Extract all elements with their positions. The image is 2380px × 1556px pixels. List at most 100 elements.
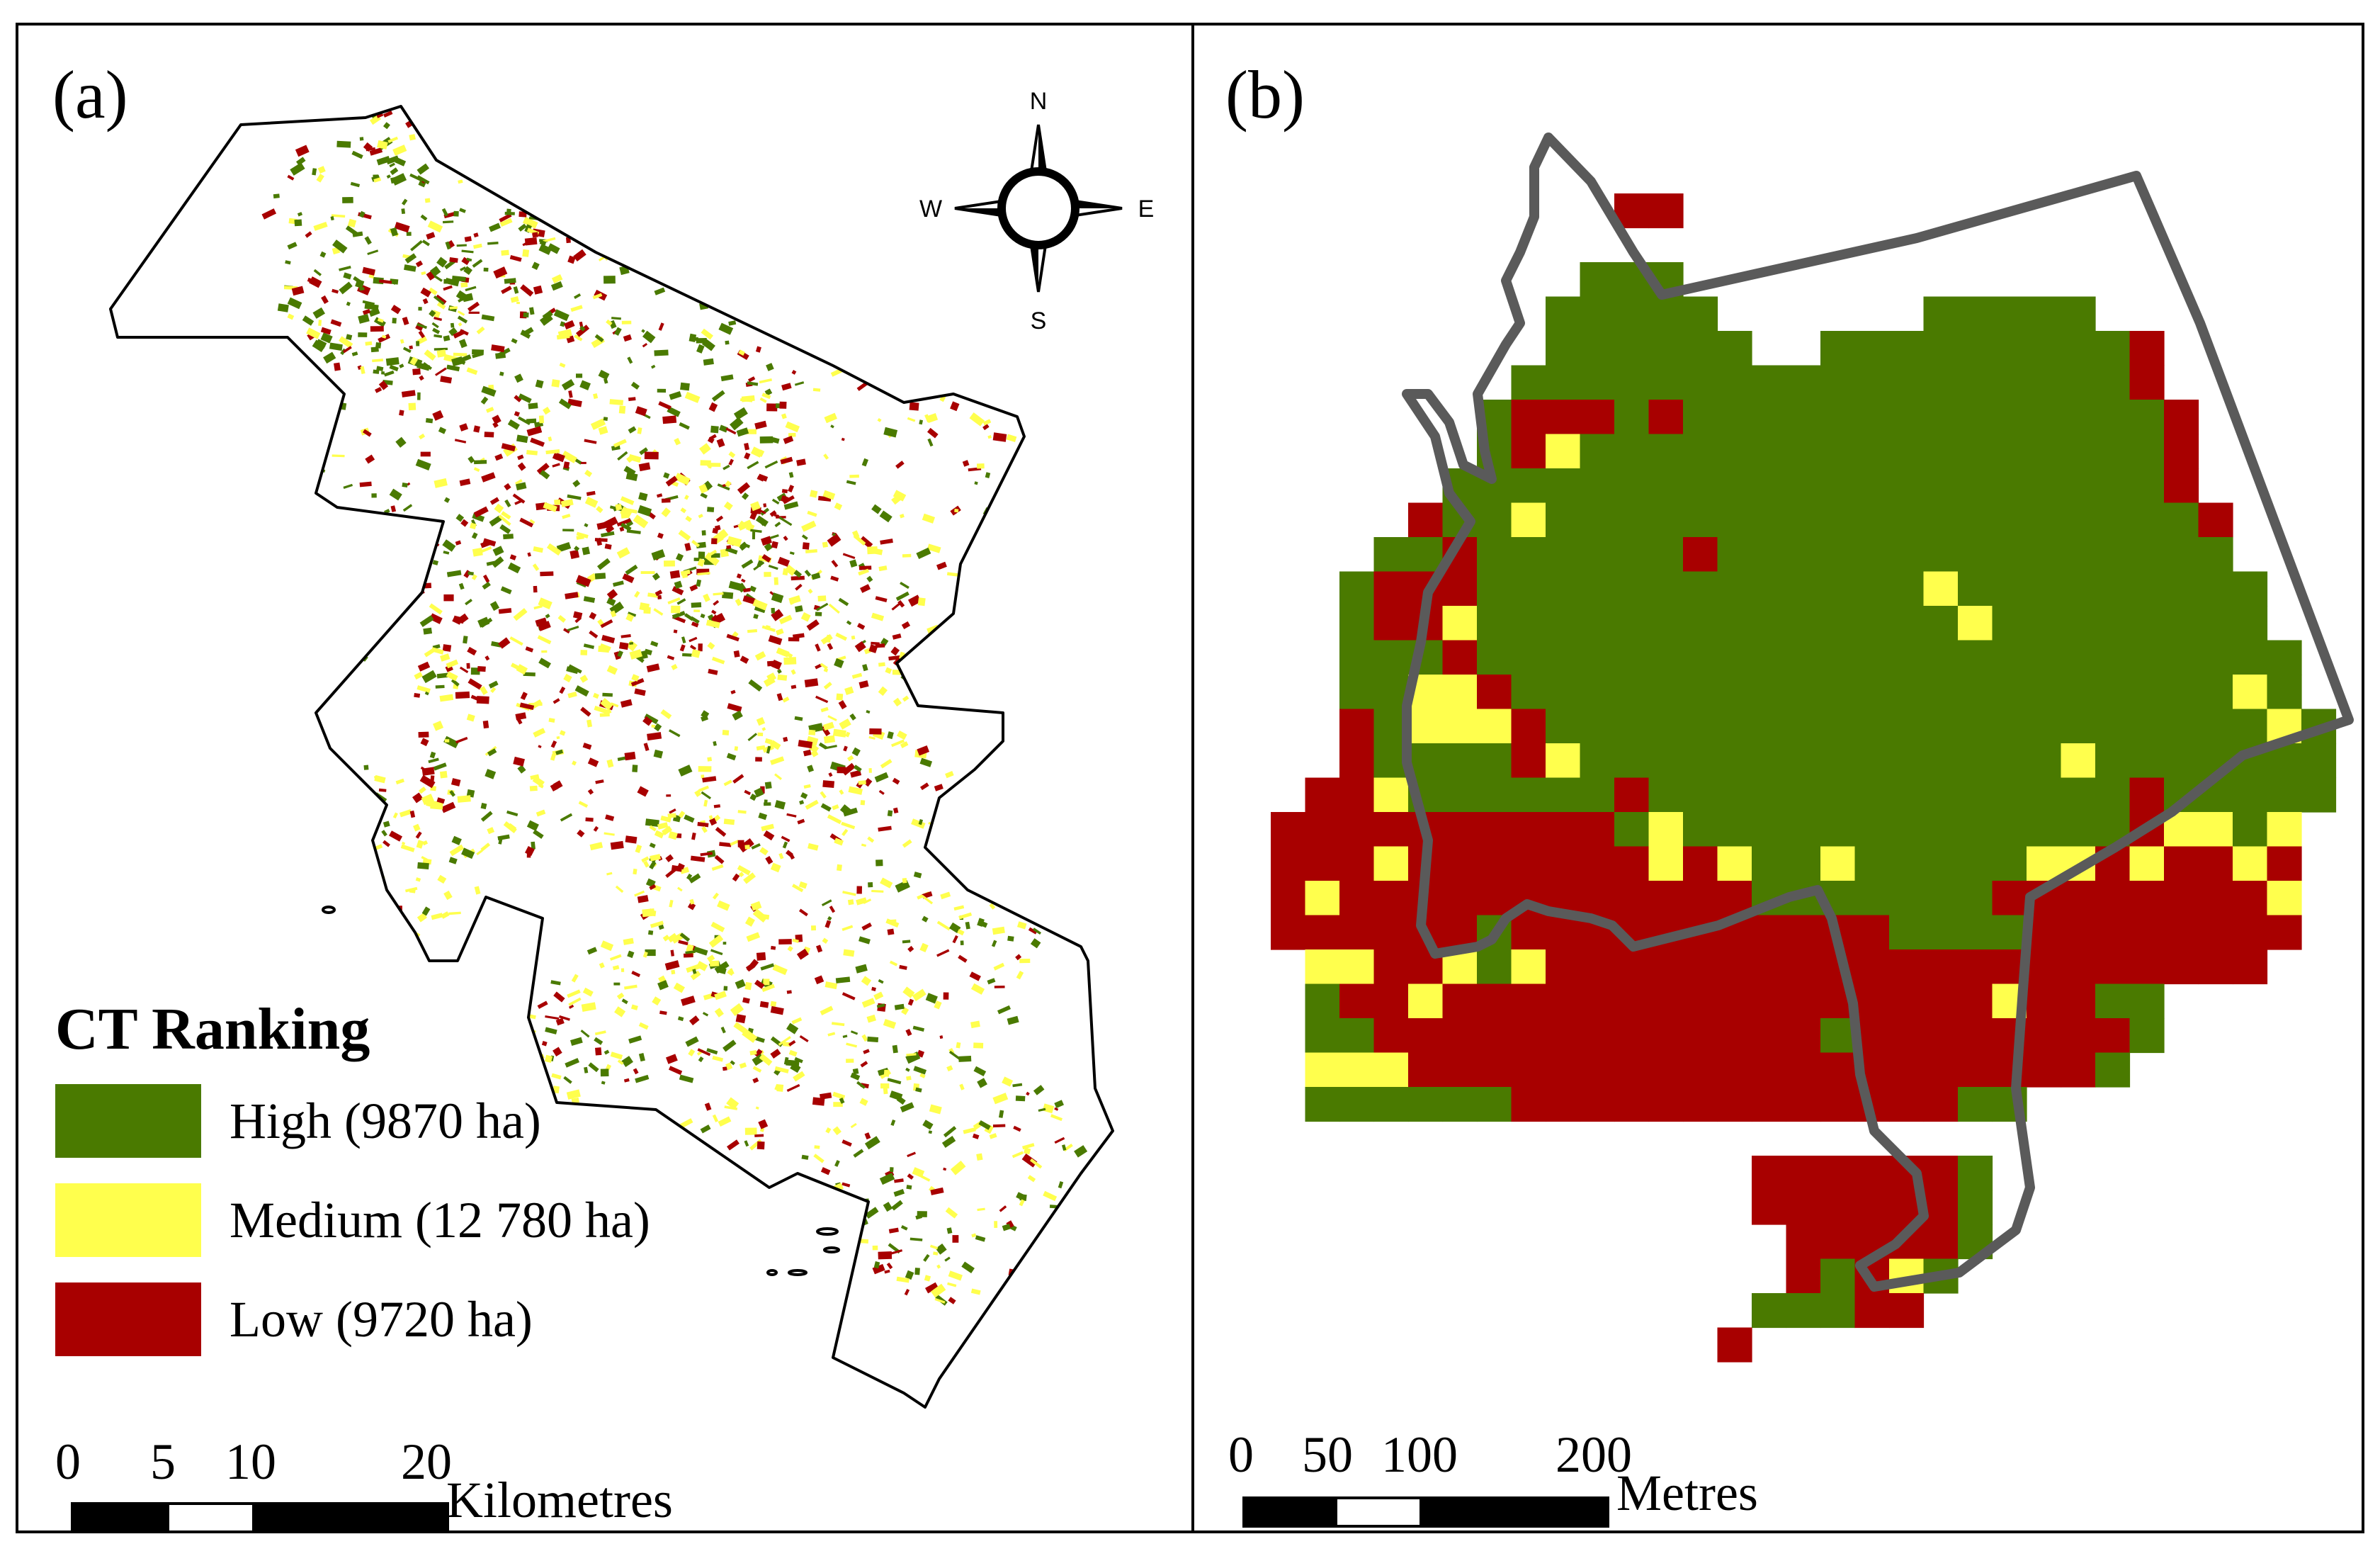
land-parcel	[759, 436, 774, 444]
raster-cell	[1648, 434, 1684, 469]
land-parcel	[920, 1175, 931, 1182]
legend-item-low: Low (9720 ha)	[55, 1280, 650, 1358]
land-parcel	[1013, 501, 1022, 510]
land-parcel	[813, 1154, 824, 1163]
land-parcel	[747, 628, 758, 633]
land-parcel	[458, 339, 468, 349]
raster-cell	[1305, 812, 1340, 847]
land-parcel	[302, 315, 314, 326]
raster-cell	[1614, 468, 1650, 504]
land-parcel	[820, 1092, 832, 1100]
raster-cell	[1477, 606, 1512, 641]
land-parcel	[965, 921, 970, 930]
land-parcel	[424, 198, 431, 203]
land-parcel	[653, 723, 662, 732]
land-parcel	[989, 903, 996, 910]
land-parcel	[794, 716, 803, 721]
raster-cell	[1786, 434, 1821, 469]
land-parcel	[784, 564, 797, 576]
raster-cell	[1648, 537, 1684, 573]
raster-cell	[1683, 983, 1718, 1019]
land-parcel	[768, 635, 783, 645]
land-parcel	[837, 767, 846, 774]
land-parcel	[722, 592, 734, 599]
land-parcel	[902, 877, 907, 884]
land-parcel	[803, 784, 811, 789]
land-parcel	[458, 354, 472, 363]
land-parcel	[691, 649, 701, 658]
land-parcel	[839, 718, 851, 730]
land-parcel	[559, 362, 566, 368]
land-parcel	[790, 669, 796, 675]
scale-tick-a-20: 20	[401, 1433, 452, 1490]
raster-cell	[1305, 983, 1340, 1019]
raster-cell	[1854, 846, 1890, 881]
land-parcel	[771, 945, 776, 950]
raster-cell	[2061, 537, 2096, 573]
land-parcel	[312, 307, 325, 319]
land-parcel	[628, 1035, 642, 1044]
raster-cell	[1546, 915, 1581, 950]
land-parcel	[992, 432, 1007, 442]
land-parcel	[859, 1098, 868, 1106]
land-parcel	[660, 816, 672, 823]
land-parcel	[895, 880, 910, 893]
land-parcel	[1028, 927, 1038, 935]
land-parcel	[832, 728, 846, 738]
land-parcel	[697, 558, 706, 567]
land-parcel	[441, 208, 448, 217]
land-parcel	[446, 570, 462, 577]
raster-cell	[2129, 915, 2165, 950]
land-parcel	[436, 797, 446, 804]
land-parcel	[971, 816, 980, 821]
land-parcel	[509, 636, 523, 646]
land-parcel	[703, 294, 710, 300]
raster-cell	[1992, 468, 2027, 504]
raster-cell	[2095, 331, 2131, 366]
land-parcel	[839, 789, 844, 795]
raster-cell	[1511, 434, 1546, 469]
raster-cell	[1717, 709, 1752, 744]
land-parcel	[517, 454, 524, 461]
scale-tick-b-200: 200	[1556, 1426, 1632, 1483]
land-parcel	[678, 1149, 688, 1159]
land-parcel	[538, 621, 551, 631]
land-parcel	[330, 216, 334, 221]
land-parcel	[911, 818, 926, 829]
land-parcel	[760, 786, 765, 794]
raster-cell	[1958, 1052, 1993, 1088]
land-parcel	[598, 645, 610, 653]
land-parcel	[728, 458, 734, 466]
land-parcel	[481, 472, 496, 483]
land-parcel	[747, 381, 759, 386]
raster-cell	[1511, 983, 1546, 1019]
land-parcel	[327, 845, 339, 855]
land-parcel	[806, 619, 820, 631]
raster-cell	[1889, 1087, 1925, 1122]
land-parcel	[312, 802, 322, 812]
raster-cell	[1820, 743, 1856, 779]
land-parcel	[297, 453, 302, 458]
land-parcel	[428, 757, 439, 764]
land-parcel	[651, 549, 666, 561]
land-parcel	[741, 395, 755, 402]
land-parcel	[623, 466, 636, 477]
land-parcel	[759, 1000, 769, 1008]
land-parcel	[958, 628, 968, 638]
land-parcel	[899, 514, 905, 519]
raster-cell	[1752, 537, 1787, 573]
raster-cell	[1648, 571, 1684, 607]
raster-cell	[1820, 812, 1856, 847]
raster-cell	[1580, 983, 1615, 1019]
land-parcel	[415, 831, 422, 839]
land-parcel	[389, 162, 395, 168]
raster-cell	[2198, 709, 2233, 744]
land-parcel	[382, 524, 396, 527]
land-parcel	[891, 739, 905, 748]
land-parcel	[823, 453, 829, 460]
raster-cell	[2061, 881, 2096, 916]
land-parcel	[280, 390, 284, 397]
land-parcel	[457, 310, 465, 316]
land-parcel	[365, 341, 373, 346]
legend-label-medium: Medium (12 780 ha)	[230, 1191, 650, 1248]
